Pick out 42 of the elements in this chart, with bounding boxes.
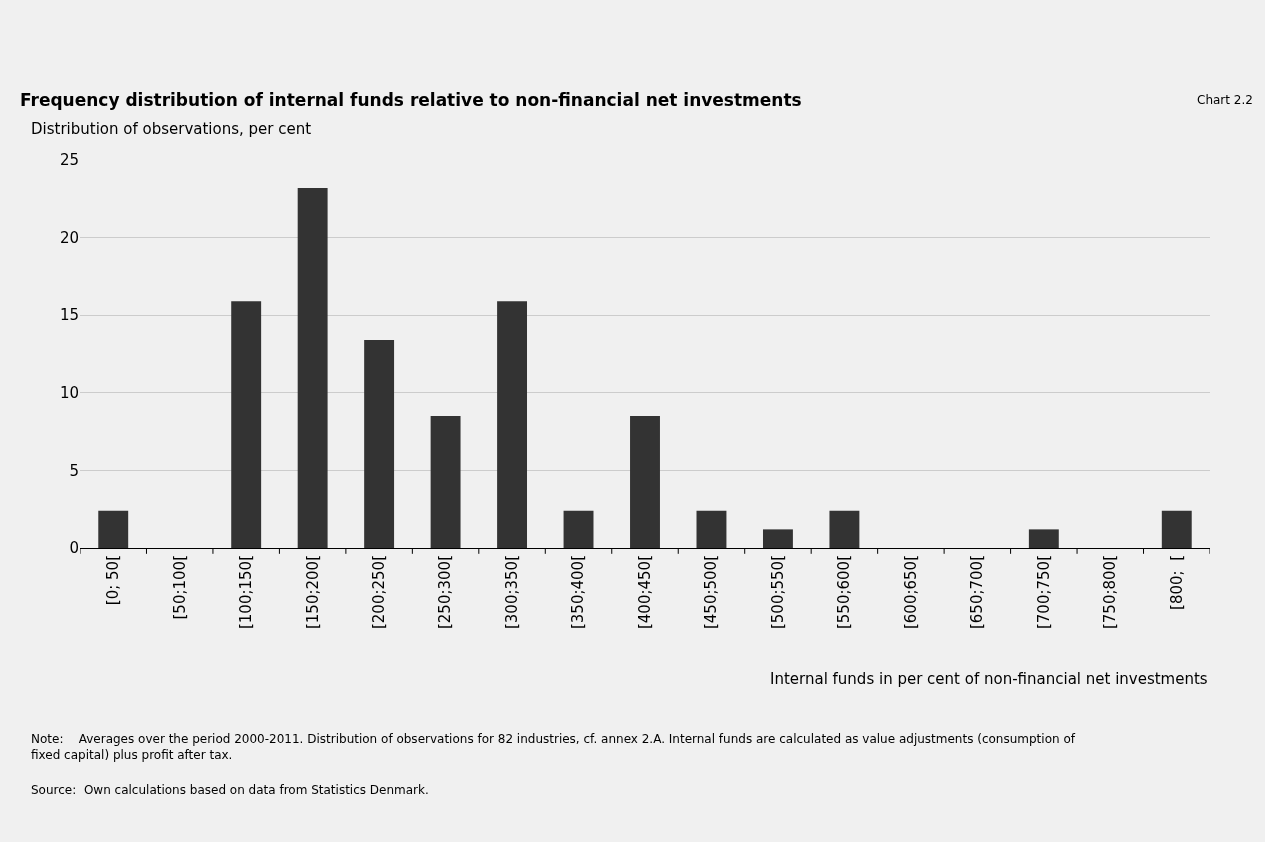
bar — [1028, 529, 1059, 548]
bar — [762, 529, 793, 548]
x-tick-label: [50;100[ — [170, 555, 189, 620]
bar — [563, 510, 594, 548]
y-tick-label: 10 — [59, 384, 79, 403]
y-tick-label: 5 — [69, 461, 79, 480]
bar — [297, 187, 328, 548]
y-tick-label: 0 — [69, 539, 79, 558]
x-tick-label: [700;750[ — [1034, 555, 1053, 630]
y-tick-label: 20 — [59, 228, 79, 247]
x-tick-label: [550;600[ — [835, 555, 854, 630]
bar — [497, 301, 528, 548]
x-tick-label: [500;550[ — [768, 555, 787, 630]
x-tick-label: [800; [ — [1167, 555, 1186, 610]
x-tick-label: [100;150[ — [237, 555, 256, 630]
y-axis-title: Distribution of observations, per cent — [31, 120, 312, 138]
bar — [430, 416, 461, 548]
bar — [1161, 510, 1192, 548]
x-tick-label: [600;650[ — [901, 555, 920, 630]
bar — [231, 301, 262, 548]
bar — [364, 340, 395, 548]
x-tick-label: [350;400[ — [569, 555, 588, 630]
x-tick-label: [450;500[ — [702, 555, 721, 630]
bar — [630, 416, 660, 548]
bar — [696, 510, 727, 548]
x-tick-label: [650;700[ — [968, 555, 987, 630]
caption: Chart 2.2 — [1197, 93, 1253, 107]
x-tick-label: [400;450[ — [635, 555, 654, 630]
x-tick-label: [200;250[ — [369, 555, 388, 630]
bar — [98, 510, 129, 548]
x-tick-label: [300;350[ — [502, 555, 521, 630]
y-tick-label: 15 — [59, 306, 79, 325]
source-note: Source: Own calculations based on data from Statistics Denmark. — [31, 783, 429, 797]
text: Note: Averages over the period 2000-2011. Distribution of observations for 82 industries, cf. annex 2.A. Internal funds are calculated as value adjustments (consumption of fixed capital) plus profit after tax. — [31, 732, 1076, 762]
x-axis-title: Internal funds in per cent of non-financial net investments — [770, 670, 1208, 688]
x-tick-label: [750;800[ — [1101, 555, 1120, 630]
x-tick-label: [250;300[ — [436, 555, 455, 630]
y-tick-label: 25 — [59, 151, 79, 170]
bar — [829, 510, 860, 548]
x-tick-label: [150;200[ — [303, 555, 322, 630]
chart-title: Frequency distribution of internal funds relative to non-financial net investments — [20, 89, 802, 110]
x-tick-label: [0; 50[ — [104, 555, 123, 606]
